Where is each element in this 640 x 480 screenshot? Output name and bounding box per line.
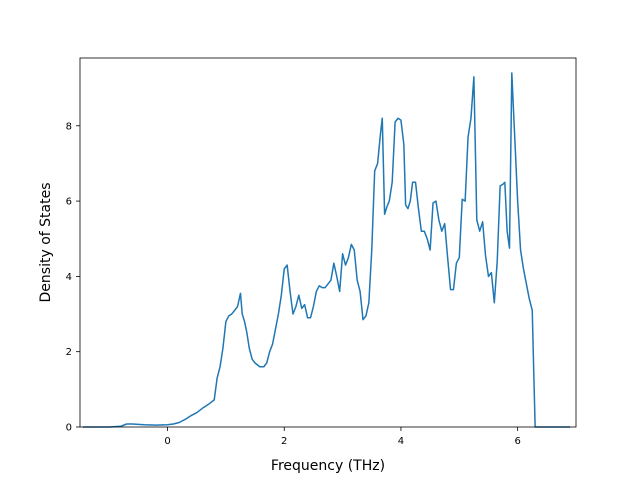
y-tick-label: 4 <box>66 272 72 283</box>
x-tick-label: 2 <box>281 436 287 447</box>
y-tick-label: 6 <box>66 197 72 208</box>
y-tick-label: 2 <box>66 347 72 358</box>
x-tick-label: 6 <box>514 436 520 447</box>
x-axis-label: Frequency (THz) <box>271 458 385 474</box>
dos-series-line <box>82 72 571 428</box>
ticks-group: 0 2 4 6 0 2 4 6 8 <box>66 121 521 447</box>
y-tick-label: 0 <box>66 423 72 434</box>
axes-frame <box>79 57 577 428</box>
x-tick-label: 4 <box>398 436 404 447</box>
x-tick-label: 0 <box>164 436 170 447</box>
y-axis-label: Density of States <box>38 183 54 303</box>
y-tick-label: 8 <box>66 121 72 132</box>
